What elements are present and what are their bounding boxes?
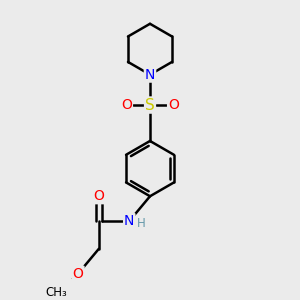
- Text: S: S: [145, 98, 155, 112]
- Text: O: O: [93, 189, 104, 203]
- Text: H: H: [136, 217, 145, 230]
- Text: O: O: [168, 98, 179, 112]
- Text: O: O: [121, 98, 132, 112]
- Text: O: O: [73, 267, 84, 280]
- Text: N: N: [145, 68, 155, 82]
- Text: CH₃: CH₃: [45, 286, 67, 299]
- Text: N: N: [124, 214, 134, 228]
